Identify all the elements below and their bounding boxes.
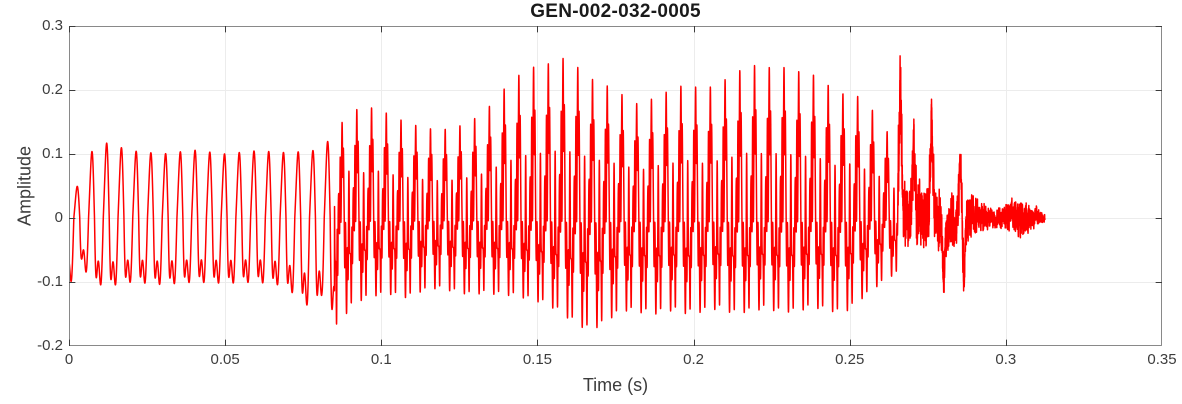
y-tick-label: -0.2 xyxy=(37,337,63,354)
x-tick-label: 0.25 xyxy=(835,351,865,368)
x-tick-label: 0.15 xyxy=(522,351,553,368)
chart-title: GEN-002-032-0005 xyxy=(530,1,701,22)
x-tick-label: 0.3 xyxy=(995,351,1017,368)
x-tick-label: 0.1 xyxy=(370,351,392,368)
x-tick-label: 0.2 xyxy=(683,351,704,368)
y-tick-label: 0.1 xyxy=(42,145,63,162)
x-tick-label: 0 xyxy=(64,351,74,368)
y-tick-label: 0.3 xyxy=(42,17,63,34)
y-tick-label: -0.1 xyxy=(37,273,63,290)
y-tick-label: 0 xyxy=(54,209,63,226)
x-tick-label: 0.05 xyxy=(210,351,240,368)
x-tick-label: 0.35 xyxy=(1147,351,1177,368)
plot-area-canvas xyxy=(69,26,1162,346)
x-axis-label: Time (s) xyxy=(582,375,649,395)
y-tick-label: 0.2 xyxy=(42,81,63,98)
